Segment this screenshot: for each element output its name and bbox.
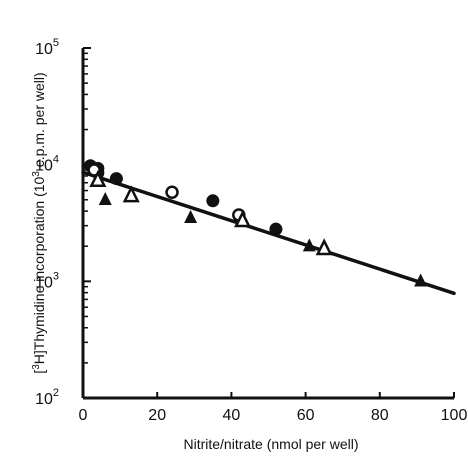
point-filled-triangle: [302, 238, 316, 252]
y-tick-label-2: 104: [35, 154, 59, 175]
point-filled-circle: [206, 194, 220, 208]
point-open-triangle: [89, 170, 107, 188]
point-open-triangle: [122, 185, 140, 203]
y-axis-title-isotope: 3: [31, 364, 42, 370]
y-tick-label-3: 105: [35, 37, 59, 58]
x-tick-label-40: 40: [223, 407, 241, 424]
point-open-circle: [165, 185, 179, 200]
point-open-triangle: [315, 238, 333, 256]
y-axis-title-tail: c.p.m. per well): [31, 72, 47, 171]
point-filled-circle: [109, 172, 123, 186]
y-tick-label-1: 103: [35, 270, 59, 291]
x-tick-label-0: 0: [79, 407, 88, 424]
tick-marks: [82, 47, 455, 399]
y-tick-label-0: 102: [35, 387, 59, 408]
fit-line-group: [81, 170, 456, 296]
y-axis-title-exp: 3: [31, 171, 42, 177]
point-open-triangle: [234, 210, 252, 228]
data-points: [83, 159, 428, 287]
x-tick-label-80: 80: [371, 407, 389, 424]
tick-labels: 0 20 40 60 80 100 102 103 104 105: [35, 37, 467, 424]
point-filled-triangle: [414, 273, 428, 287]
point-filled-triangle: [98, 191, 112, 205]
point-filled-triangle: [184, 210, 198, 224]
x-tick-label-60: 60: [297, 407, 315, 424]
x-tick-label-100: 100: [441, 407, 468, 424]
point-filled-circle: [269, 222, 283, 236]
y-axis-title-rest: H]Thymidine incorporation (10: [31, 176, 47, 364]
axes: [81, 48, 454, 400]
fit-line: [81, 170, 456, 296]
x-axis-title: Nitrite/nitrate (nmol per well): [183, 436, 358, 452]
y-axis-title: [3H]Thymidine incorporation (103 c.p.m. …: [31, 72, 47, 373]
x-tick-label-20: 20: [148, 407, 166, 424]
y-axis-title-open: [: [31, 370, 47, 374]
